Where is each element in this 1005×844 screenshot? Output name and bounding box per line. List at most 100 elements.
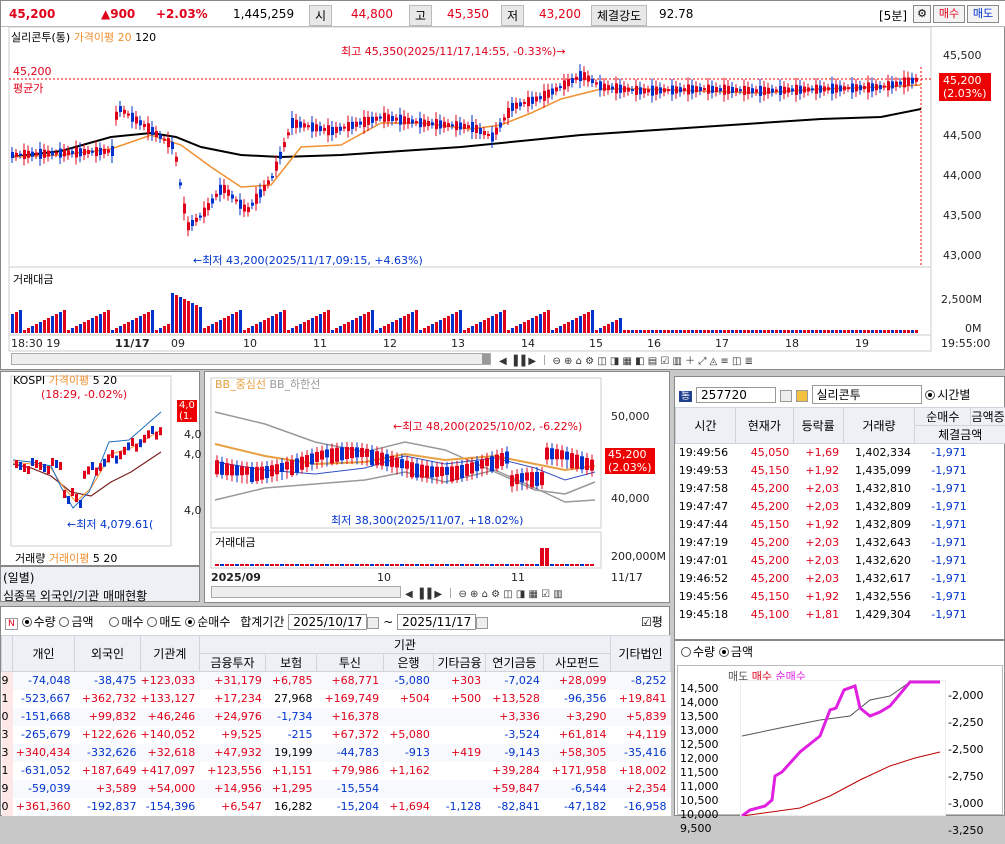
radio-time[interactable]: 시간별	[925, 388, 970, 402]
table-row[interactable]: 1-631,052+187,649+417,097+123,556+1,151+…	[2, 762, 671, 780]
volume-bar	[459, 310, 462, 333]
volume-bar	[131, 320, 134, 333]
radio-net[interactable]: 순매수	[185, 615, 230, 629]
date-to-input[interactable]: 2025/11/17	[397, 614, 476, 630]
table-row[interactable]: 9-59,039+3,589+54,000+14,956+1,295-15,55…	[2, 780, 671, 798]
chart-toolbar[interactable]: ◀ ▐▐ ▶ ｜ ⊖ ⊕ ⌂ ⚙ ◫ ◨ ▦ ◧ ▤ ☑ ▥ ＋ ⤢ ◬ ≡ ◫…	[499, 352, 929, 366]
investor-tab[interactable]: 심종목 외국인/기관 매매현황	[3, 587, 147, 604]
candle-body	[35, 153, 38, 156]
horizontal-scrollbar[interactable]	[11, 353, 491, 365]
buy-button[interactable]: 매수	[933, 5, 965, 23]
candle-body	[655, 87, 658, 95]
folder-icon[interactable]	[796, 390, 808, 402]
kospi-candle	[59, 462, 62, 470]
candle-body	[419, 118, 422, 127]
kospi-candle	[23, 464, 26, 472]
candle-body	[575, 77, 578, 80]
daily-vol-bar	[320, 564, 324, 566]
candle-body	[879, 85, 882, 89]
sell-button[interactable]: 매도	[967, 5, 999, 23]
volume-bar	[591, 310, 594, 333]
table-cell: -332,626	[75, 744, 141, 762]
candle-body	[895, 82, 898, 87]
candle-body	[287, 132, 290, 135]
daily-scrollbar[interactable]	[211, 586, 401, 598]
daily-vol-bar	[460, 564, 464, 566]
table-row[interactable]: 9-74,048-38,475+123,033+31,179+6,785+68,…	[2, 672, 671, 690]
candle-body	[599, 81, 602, 90]
scroll-thumb[interactable]	[482, 354, 490, 364]
candle-body	[119, 106, 122, 112]
volume-bar	[479, 322, 482, 333]
candle-body	[855, 84, 858, 91]
netbuy-ylabel-right: -3,250	[948, 817, 983, 844]
daily-vol-bar	[420, 564, 424, 566]
kospi-y2: 4,0	[184, 448, 202, 461]
candle-body	[471, 122, 474, 132]
settings-icon[interactable]: ⚙	[913, 5, 931, 23]
radio-nb-qty[interactable]: 수량	[681, 645, 715, 659]
period-label[interactable]: [5분]	[879, 7, 907, 24]
kospi-tag: 4,0(1.	[177, 400, 197, 422]
radio-qty[interactable]: 수량	[22, 615, 56, 629]
volume-bar	[175, 295, 178, 333]
netbuy-ylabel: 9,500	[680, 822, 719, 836]
daily-candle	[245, 467, 249, 475]
candle-body	[647, 89, 650, 92]
table-row[interactable]: 3-265,679+122,626+140,052+9,525-215+67,3…	[2, 726, 671, 744]
daily-vol-bar	[510, 564, 514, 566]
daily-candle	[525, 473, 529, 481]
daily-toolbar[interactable]: ◀ ▐▐ ▶ ｜ ⊖ ⊕ ⌂ ⚙ ◫ ◨ ▦ ☑ ▥	[405, 585, 563, 600]
radio-sell[interactable]: 매도	[147, 615, 181, 629]
volume-bar	[59, 312, 62, 333]
volume-bar	[663, 330, 666, 333]
col-time: 시간	[676, 408, 736, 444]
daily-tab[interactable]: (일별)	[3, 569, 34, 586]
candle-body	[603, 84, 606, 91]
search-icon[interactable]	[780, 390, 792, 402]
date-from-input[interactable]: 2025/10/17	[288, 614, 367, 630]
trade-cell: +2,03	[793, 552, 843, 570]
volume-bar	[447, 316, 450, 333]
daily-candle	[405, 461, 409, 469]
table-cell: +123,033	[141, 672, 200, 690]
candle-body	[523, 102, 526, 104]
code-input[interactable]: 257720	[696, 387, 776, 403]
calendar-icon[interactable]	[476, 617, 488, 629]
volume-bar	[531, 318, 534, 333]
radio-amt[interactable]: 금액	[59, 615, 93, 629]
candle-body	[683, 88, 686, 91]
candle-body	[835, 85, 838, 93]
volume-bar	[859, 330, 862, 333]
candle-body	[375, 117, 378, 121]
kospi-candle	[87, 466, 90, 474]
candle-body	[691, 85, 694, 93]
candle-body	[795, 85, 798, 95]
radio-nb-amt[interactable]: 금액	[719, 645, 753, 659]
calendar-icon[interactable]	[367, 617, 379, 629]
pyeong-checkbox[interactable]: ☑평	[641, 613, 663, 630]
table-row[interactable]: 0-151,668+99,832+46,246+24,976-1,734+16,…	[2, 708, 671, 726]
radio-buy[interactable]: 매수	[109, 615, 143, 629]
daily-candle	[390, 456, 394, 467]
candle-body	[623, 86, 626, 92]
table-cell: -9,143	[485, 744, 544, 762]
candle-body	[707, 85, 710, 94]
daily-vol-bar	[485, 564, 489, 566]
volume-bar	[487, 318, 490, 333]
volume-bar	[879, 330, 882, 333]
ma120-legend: 120	[135, 31, 156, 44]
